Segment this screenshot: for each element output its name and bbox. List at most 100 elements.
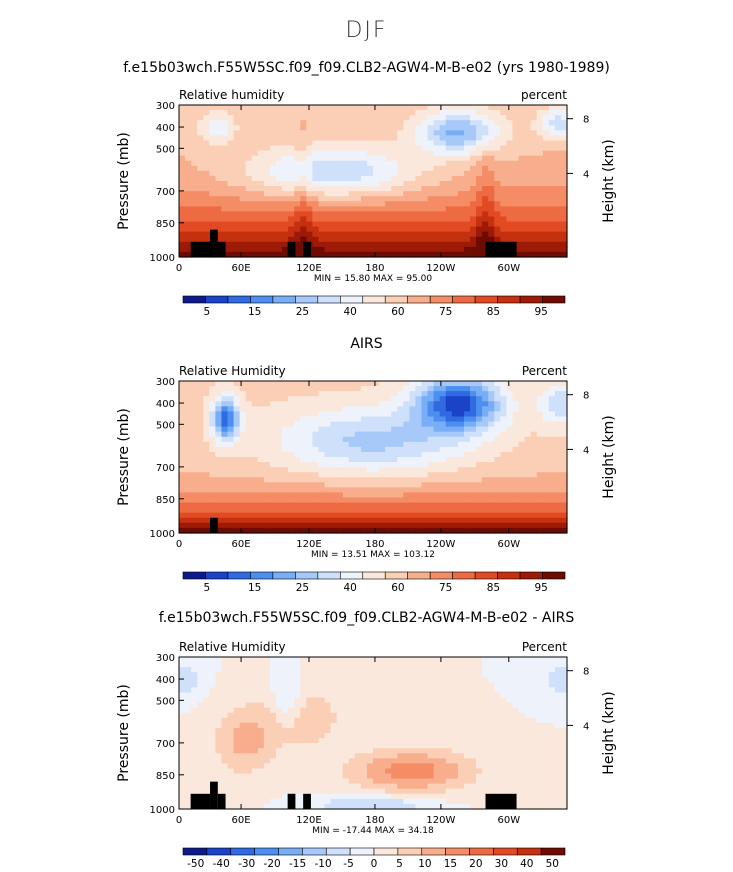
heatmap-cell [360,662,368,668]
heatmap-cell [506,120,514,126]
heatmap-cell [251,497,259,504]
heatmap-cell [536,170,544,177]
heatmap-cell [476,662,483,668]
heatmap-cell [409,115,417,121]
heatmap-cell [536,451,544,458]
heatmap-cell [348,722,356,729]
heatmap-cell [185,160,192,167]
heatmap-cell [512,436,520,443]
heatmap-cell [445,411,453,418]
heatmap-cell [263,211,271,218]
heatmap-cell [354,712,362,719]
heatmap-cell [542,467,550,473]
heatmap-cell [245,206,253,212]
heatmap-cell [445,477,453,483]
heatmap-cell [421,125,429,131]
heatmap-cell [463,697,471,704]
heatmap-cell [336,446,344,453]
heatmap-cell [488,181,495,187]
heatmap-cell [488,421,495,428]
heatmap-cell [536,186,544,192]
heatmap-cell [251,145,259,152]
heatmap-cell [494,386,501,392]
heatmap-cell [306,386,313,392]
heatmap-cell [348,231,356,238]
heatmap-cell [403,482,410,488]
heatmap-cell [269,707,277,714]
heatmap-cell [239,692,247,699]
heatmap-cell [470,145,477,152]
heatmap-cell [536,477,544,483]
heatmap-cell [203,125,210,131]
heatmap-cell [560,191,568,197]
heatmap-cell [336,522,344,529]
heatmap-cell [336,120,344,126]
heatmap-cell [282,727,289,734]
heatmap-cell [239,105,247,111]
heatmap-cell [457,677,465,683]
heatmap-cell [263,170,271,177]
heatmap-cell [306,717,313,724]
heatmap-cell [227,201,235,207]
heatmap-cell [336,482,344,488]
heatmap-cell [306,667,313,673]
heatmap-cell [397,482,404,488]
heatmap-cell [203,431,210,438]
heatmap-cell [433,682,441,688]
heatmap-cell [203,206,210,212]
heatmap-cell [506,472,514,478]
heatmap-cell [251,170,259,177]
heatmap-cell [209,130,216,136]
heatmap-cell [245,507,253,514]
heatmap-cell [506,175,514,182]
heatmap-cell [227,497,235,504]
heatmap-cell [548,216,556,223]
heatmap-cell [215,472,223,478]
heatmap-cell [524,436,532,443]
heatmap-cell [391,406,398,412]
heatmap-cell [470,251,477,258]
heatmap-cell [433,160,441,167]
heatmap-cell [354,140,362,147]
colorbar-swatch [384,295,409,304]
heatmap-cell [318,170,326,177]
heatmap-cell [342,416,350,423]
heatmap-cell [300,446,307,453]
heatmap-cell [415,135,423,142]
heatmap-cell [482,436,489,443]
heatmap-cell [300,386,307,392]
heatmap-cell [245,155,253,162]
heatmap-cell [421,130,429,136]
heatmap-cell [518,416,526,423]
heatmap-cell [427,211,435,218]
colorbar-swatch [227,295,251,304]
heatmap-cell [439,727,447,734]
heatmap-cell [263,657,271,663]
heatmap-cell [191,446,198,453]
heatmap-cell [542,196,550,202]
heatmap-cell [342,241,350,248]
heatmap-cell [403,125,410,131]
heatmap-cell [397,401,404,407]
heatmap-cell [300,727,307,734]
heatmap-cell [373,662,380,668]
heatmap-cell [227,712,235,719]
heatmap-cell [560,391,568,397]
heatmap-cell [342,727,350,734]
heatmap-cell [518,181,526,187]
heatmap-cell [233,467,241,473]
heatmap-cell [269,477,277,483]
heatmap-cell [318,226,326,233]
heatmap-cell [457,527,465,534]
heatmap-cell [427,406,435,412]
heatmap-cell [457,191,465,197]
heatmap-cell [512,702,520,709]
heatmap-cell [366,657,374,663]
heatmap-cell [239,421,247,428]
heatmap-cell [391,411,398,418]
heatmap-cell [336,451,344,458]
heatmap-cell [221,436,229,443]
heatmap-cell [373,507,380,514]
heatmap-cell [348,145,356,152]
heatmap-cell [263,416,271,423]
